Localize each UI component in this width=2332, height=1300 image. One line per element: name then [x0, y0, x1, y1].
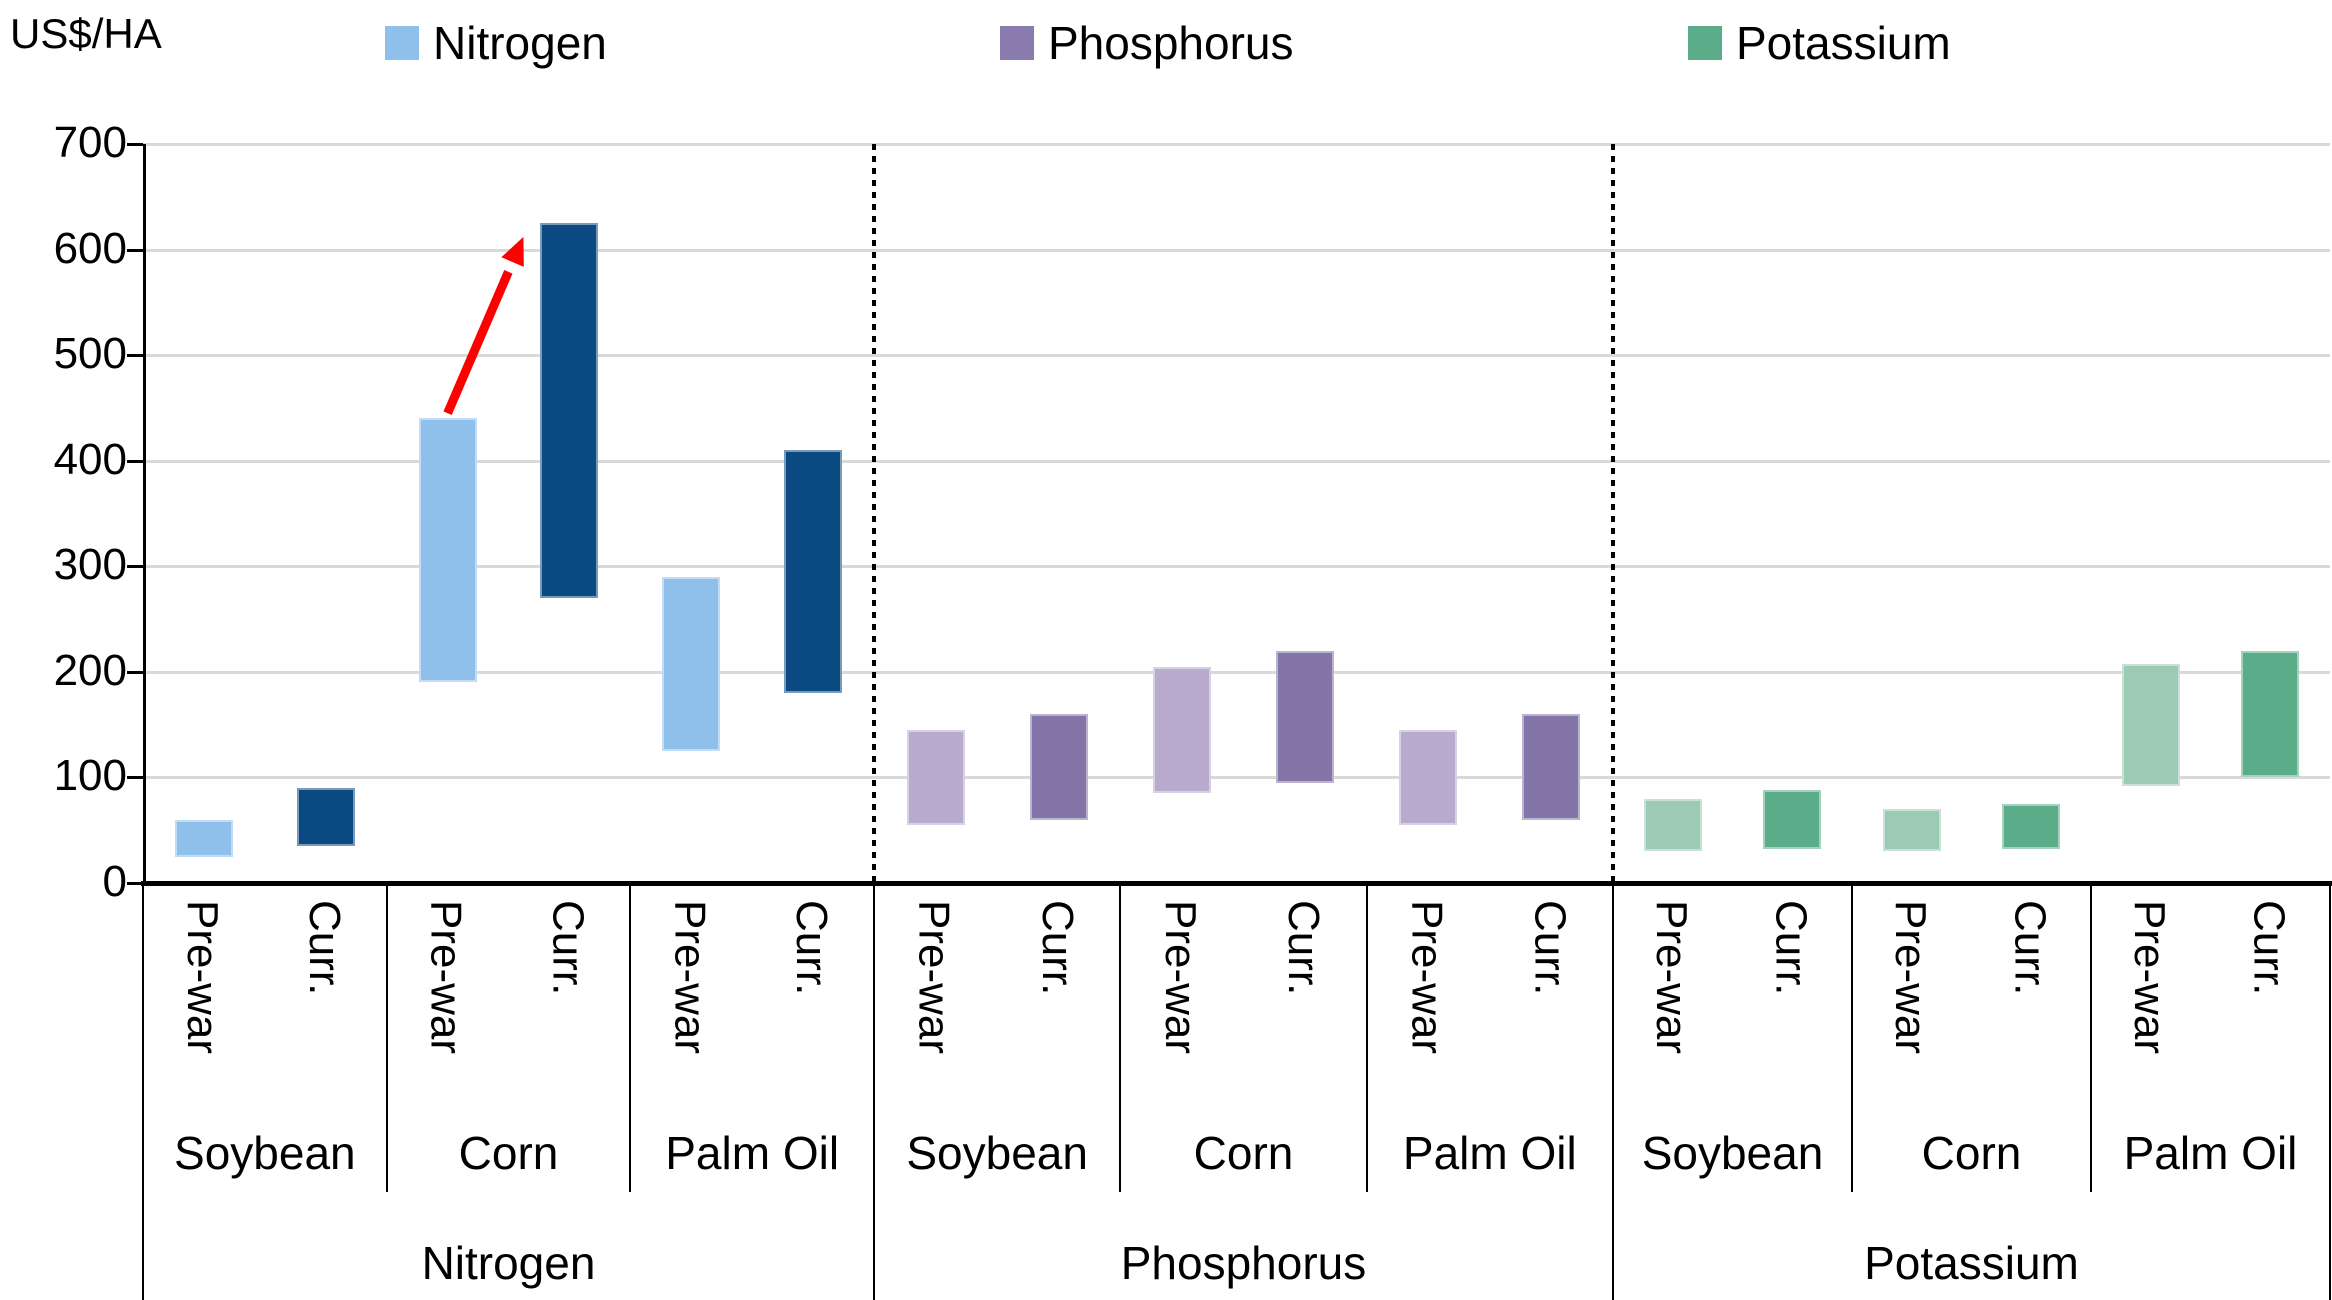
bar-period-label: Pre-war	[177, 900, 227, 1055]
bar-period-label: Pre-war	[665, 900, 715, 1055]
y-tickmark	[127, 459, 143, 463]
bar	[662, 576, 721, 752]
bar-period-label: Curr.	[1766, 900, 1816, 996]
crop-label: Corn	[1921, 1127, 2022, 1179]
label-area-boundary-line	[142, 883, 144, 1300]
y-axis-unit-label: US$/HA	[10, 10, 162, 57]
y-gridline	[143, 670, 2330, 674]
nutrient-label: Phosphorus	[1120, 1237, 1367, 1289]
crop-label: Corn	[458, 1127, 559, 1179]
bar	[2241, 650, 2300, 778]
y-tickmark	[127, 143, 143, 146]
legend-item-potassium: Potassium	[1688, 16, 1951, 70]
crop-label: Soybean	[906, 1127, 1088, 1179]
bar-period-label: Curr.	[1525, 900, 1575, 996]
crop-label: Palm Oil	[2123, 1127, 2298, 1179]
legend-label-nitrogen: Nitrogen	[433, 17, 607, 69]
bar-period-label: Pre-war	[1155, 900, 1205, 1055]
crop-divider-line	[2090, 883, 2092, 1192]
crop-divider-line	[385, 883, 388, 1192]
bar	[296, 787, 355, 847]
legend-item-phosphorus: Phosphorus	[1000, 16, 1294, 70]
bar	[1276, 650, 1335, 783]
legend-item-nitrogen: Nitrogen	[385, 16, 607, 70]
phosphorus-swatch-icon	[1000, 26, 1034, 60]
y-tick-label: 0	[102, 857, 127, 906]
y-gridline	[143, 565, 2330, 569]
crop-divider-line	[1851, 883, 1853, 1192]
bar	[784, 450, 843, 693]
bar-period-label: Pre-war	[1402, 900, 1452, 1055]
crop-divider-line	[1365, 883, 1368, 1192]
label-area-boundary-line	[873, 883, 875, 1300]
label-area-boundary-line	[1612, 883, 1614, 1300]
crop-label: Palm Oil	[1402, 1127, 1577, 1179]
bar-period-label: Curr.	[299, 900, 349, 996]
bar-period-label: Curr.	[787, 900, 837, 996]
y-tick-label: 100	[53, 751, 127, 801]
crop-label: Soybean	[174, 1127, 356, 1179]
legend-label-potassium: Potassium	[1736, 17, 1951, 69]
nutrient-label: Nitrogen	[421, 1237, 596, 1289]
bar	[1399, 729, 1458, 825]
bar	[174, 819, 233, 857]
y-gridline	[143, 459, 2330, 463]
bar	[2002, 803, 2061, 850]
y-gridline	[143, 354, 2330, 358]
y-axis-line	[143, 144, 146, 883]
crop-label: Corn	[1193, 1127, 1294, 1179]
y-tickmark	[127, 354, 143, 358]
y-tickmark	[127, 248, 143, 252]
nitrogen-swatch-icon	[385, 26, 419, 60]
bar-period-label: Pre-war	[1885, 900, 1935, 1055]
crop-label: Palm Oil	[665, 1127, 840, 1179]
y-tickmark	[127, 565, 143, 569]
bar	[1882, 809, 1941, 852]
bar	[1152, 666, 1211, 794]
legend-label-phosphorus: Phosphorus	[1048, 17, 1294, 69]
bar	[1522, 714, 1581, 820]
bar-period-label: Pre-war	[909, 900, 959, 1055]
y-tickmark	[127, 882, 143, 885]
bar-period-label: Curr.	[2005, 900, 2055, 996]
crop-divider-line	[1119, 883, 1122, 1192]
y-tickmark	[127, 670, 143, 674]
bar-period-label: Curr.	[2244, 900, 2294, 996]
potassium-swatch-icon	[1688, 26, 1722, 60]
bar-period-label: Pre-war	[1646, 900, 1696, 1055]
y-tick-label: 700	[53, 118, 127, 167]
y-tick-label: 500	[53, 329, 127, 379]
bar-period-label: Curr.	[1279, 900, 1329, 996]
bar-period-label: Pre-war	[421, 900, 471, 1055]
label-area-boundary-line	[2329, 883, 2331, 1300]
nutrient-label: Potassium	[1864, 1237, 2079, 1289]
panel-separator-dotted	[872, 144, 876, 883]
crop-divider-line	[629, 883, 632, 1192]
bar-period-label: Pre-war	[2124, 900, 2174, 1055]
bar	[2121, 664, 2180, 786]
y-tick-label: 200	[53, 645, 127, 695]
bar	[540, 223, 599, 598]
x-axis-line	[141, 881, 2332, 886]
y-gridline	[143, 776, 2330, 780]
bar	[1763, 790, 1822, 850]
bar	[1643, 798, 1702, 852]
bar-period-label: Curr.	[1032, 900, 1082, 996]
bar	[906, 729, 965, 825]
y-gridline	[143, 143, 2330, 146]
bar-period-label: Curr.	[543, 900, 593, 996]
y-tickmark	[127, 776, 143, 780]
bar	[1029, 714, 1088, 820]
y-tick-label: 400	[53, 434, 127, 484]
y-tick-label: 600	[53, 223, 127, 273]
y-gridline	[143, 248, 2330, 252]
y-tick-label: 300	[53, 540, 127, 590]
panel-separator-dotted	[1611, 144, 1615, 883]
crop-label: Soybean	[1641, 1127, 1824, 1179]
bar	[418, 418, 477, 683]
